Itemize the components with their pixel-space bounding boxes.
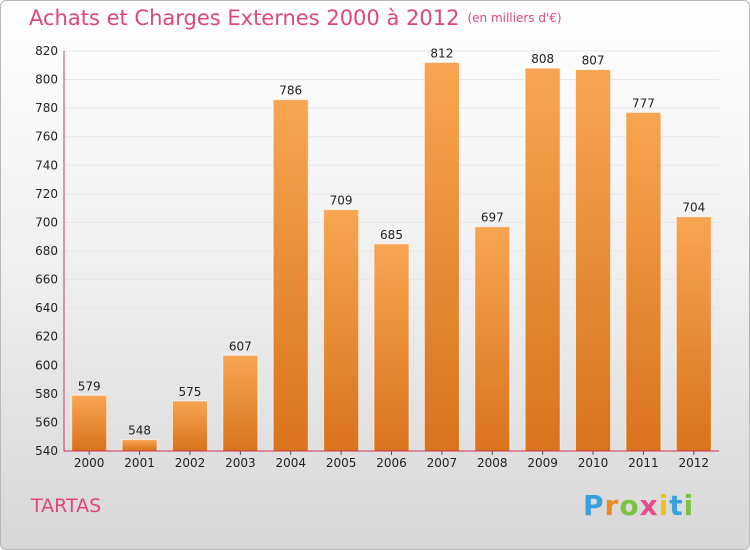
x-tick-label: 2004	[275, 456, 306, 470]
x-tick-label: 2009	[527, 456, 558, 470]
proxiti-logo: Proxiti	[583, 489, 694, 522]
bar-value-label: 685	[380, 228, 403, 242]
unit-label: (en milliers d'€)	[467, 11, 562, 25]
bar-value-label: 786	[279, 84, 302, 98]
y-tick-label: 820	[35, 44, 58, 58]
bar-value-label: 808	[531, 52, 554, 66]
x-tick-label: 2012	[679, 456, 710, 470]
bar	[171, 400, 208, 452]
y-tick-label: 680	[35, 244, 58, 258]
logo-letter: x	[639, 489, 659, 522]
chart-title: Achats et Charges Externes 2000 à 2012 (e…	[29, 6, 562, 30]
x-tick-label: 2002	[175, 456, 206, 470]
x-tick-label: 2006	[376, 456, 407, 470]
y-tick-label: 620	[35, 330, 58, 344]
logo-letter: o	[619, 489, 640, 522]
bar	[524, 67, 561, 452]
bar-value-label: 548	[128, 424, 151, 438]
x-tick-label: 2010	[578, 456, 609, 470]
bar-value-label: 579	[78, 379, 101, 393]
y-tick-label: 580	[35, 387, 58, 401]
x-tick-label: 2011	[628, 456, 659, 470]
logo-letter: i	[683, 489, 695, 522]
bar-value-label: 704	[682, 201, 705, 215]
bar-value-label: 777	[632, 96, 655, 110]
y-tick-label: 700	[35, 215, 58, 229]
commune-name: TARTAS	[31, 495, 102, 517]
y-tick-label: 760	[35, 130, 58, 144]
bar	[323, 209, 360, 452]
y-tick-label: 540	[35, 444, 58, 458]
x-tick-label: 2000	[74, 456, 105, 470]
y-tick-label: 780	[35, 101, 58, 115]
bar-value-label: 575	[179, 385, 202, 399]
bar	[373, 243, 410, 452]
logo-letter: i	[658, 489, 670, 522]
y-tick-label: 560	[35, 415, 58, 429]
y-tick-label: 800	[35, 73, 58, 87]
bar-value-label: 807	[582, 54, 605, 68]
y-tick-label: 640	[35, 301, 58, 315]
bar	[474, 226, 511, 452]
x-tick-label: 2007	[427, 456, 458, 470]
bar	[222, 354, 259, 452]
logo-letter: t	[669, 489, 684, 522]
bar-value-label: 607	[229, 339, 252, 353]
x-tick-label: 2008	[477, 456, 508, 470]
bar	[675, 216, 712, 452]
bar-value-label: 709	[330, 194, 353, 208]
title-text: Achats et Charges Externes 2000 à 2012	[29, 6, 460, 30]
bar	[423, 61, 460, 452]
bar-value-label: 697	[481, 211, 504, 225]
bar	[272, 99, 309, 452]
y-tick-label: 660	[35, 273, 58, 287]
x-tick-label: 2003	[225, 456, 256, 470]
y-tick-label: 740	[35, 158, 58, 172]
logo-letter: P	[583, 489, 605, 522]
bar	[575, 69, 612, 452]
bar	[625, 111, 662, 452]
y-tick-label: 600	[35, 358, 58, 372]
bar	[121, 439, 158, 452]
x-tick-label: 2005	[326, 456, 357, 470]
x-tick-label: 2001	[124, 456, 155, 470]
bar-value-label: 812	[430, 46, 453, 60]
logo-letter: r	[604, 489, 620, 522]
y-tick-label: 720	[35, 187, 58, 201]
bar	[71, 394, 108, 452]
